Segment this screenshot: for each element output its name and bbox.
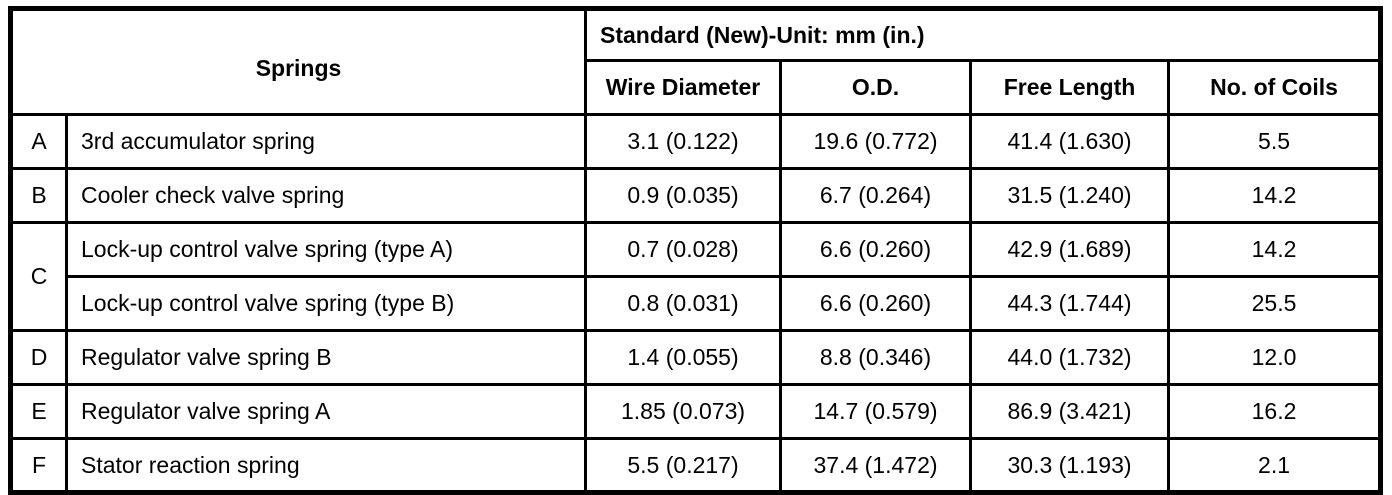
od-value: 19.6 (0.772): [779, 113, 972, 170]
standard-unit-header: Standard (New)-Unit: mm (in.): [583, 7, 1383, 62]
column-header-no-of-coils: No. of Coils: [1166, 59, 1383, 116]
coils-value: 25.5: [1166, 275, 1383, 332]
row-letter: A: [9, 113, 68, 170]
coils-value: 14.2: [1166, 167, 1383, 224]
column-header-wire-diameter: Wire Diameter: [584, 59, 782, 116]
od-value: 6.7 (0.264): [779, 167, 972, 224]
table-row: D Regulator valve spring B 1.4 (0.055) 8…: [9, 329, 1383, 386]
wire-diameter-value: 3.1 (0.122): [584, 113, 782, 170]
free-length-value: 31.5 (1.240): [969, 167, 1170, 224]
spring-name: Regulator valve spring B: [65, 329, 587, 386]
wire-diameter-value: 0.8 (0.031): [584, 275, 782, 332]
od-value: 6.6 (0.260): [779, 275, 972, 332]
coils-value: 5.5: [1166, 113, 1383, 170]
wire-diameter-value: 0.9 (0.035): [584, 167, 782, 224]
row-letter: F: [9, 437, 68, 494]
spring-name: Regulator valve spring A: [65, 383, 587, 440]
free-length-value: 44.3 (1.744): [969, 275, 1170, 332]
wire-diameter-value: 1.85 (0.073): [584, 383, 782, 440]
row-letter: C: [9, 221, 68, 332]
spring-name: 3rd accumulator spring: [65, 113, 587, 170]
free-length-value: 30.3 (1.193): [969, 437, 1170, 494]
free-length-value: 42.9 (1.689): [969, 221, 1170, 278]
od-value: 37.4 (1.472): [779, 437, 972, 494]
table-row: E Regulator valve spring A 1.85 (0.073) …: [9, 383, 1383, 440]
table-row: F Stator reaction spring 5.5 (0.217) 37.…: [9, 437, 1383, 494]
free-length-value: 86.9 (3.421): [969, 383, 1170, 440]
header-row-columns: Wire Diameter O.D. Free Length No. of Co…: [11, 59, 1383, 116]
table-row: A 3rd accumulator spring 3.1 (0.122) 19.…: [9, 113, 1383, 170]
wire-diameter-value: 0.7 (0.028): [584, 221, 782, 278]
coils-value: 2.1: [1166, 437, 1383, 494]
coils-value: 16.2: [1166, 383, 1383, 440]
table-row: B Cooler check valve spring 0.9 (0.035) …: [9, 167, 1383, 224]
od-value: 8.8 (0.346): [779, 329, 972, 386]
wire-diameter-value: 1.4 (0.055): [584, 329, 782, 386]
table-row: C Lock-up control valve spring (type A) …: [9, 221, 1383, 332]
springs-header: Springs: [9, 7, 587, 116]
wire-diameter-value: 5.5 (0.217): [584, 437, 782, 494]
column-header-free-length: Free Length: [969, 59, 1170, 116]
od-value: 6.6 (0.260): [779, 221, 972, 278]
spring-name: Cooler check valve spring: [65, 167, 587, 224]
row-letter: D: [9, 329, 68, 386]
coils-value: 14.2: [1166, 221, 1383, 278]
coils-value: 12.0: [1166, 329, 1383, 386]
od-value: 14.7 (0.579): [779, 383, 972, 440]
row-letter: B: [9, 167, 68, 224]
spring-name: Stator reaction spring: [65, 437, 587, 494]
table-row: Lock-up control valve spring (type B) 0.…: [11, 275, 1383, 332]
free-length-value: 44.0 (1.732): [969, 329, 1170, 386]
free-length-value: 41.4 (1.630): [969, 113, 1170, 170]
springs-spec-table: Springs Standard (New)-Unit: mm (in.) Wi…: [8, 6, 1384, 495]
spring-name: Lock-up control valve spring (type A): [65, 221, 587, 278]
row-letter: E: [9, 383, 68, 440]
header-row-top: Springs Standard (New)-Unit: mm (in.): [9, 7, 1383, 116]
spring-name: Lock-up control valve spring (type B): [65, 275, 587, 332]
column-header-od: O.D.: [779, 59, 972, 116]
